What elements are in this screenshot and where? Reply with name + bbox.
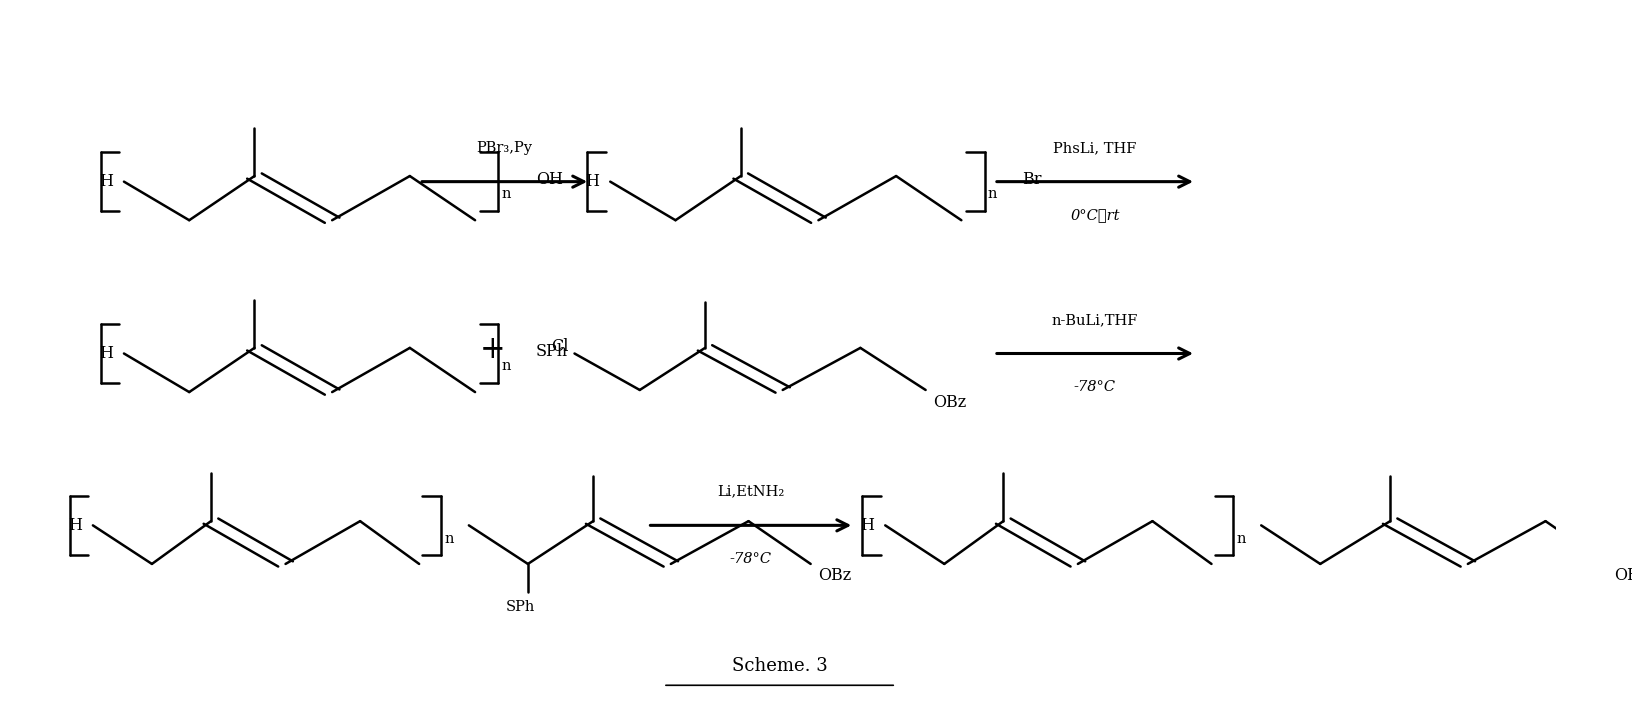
- Text: n: n: [1235, 532, 1245, 547]
- Text: OBz: OBz: [934, 395, 966, 411]
- Text: H: H: [584, 173, 599, 190]
- Text: OBz: OBz: [818, 568, 852, 585]
- Text: n-BuLi,THF: n-BuLi,THF: [1051, 312, 1138, 327]
- Text: H: H: [100, 173, 113, 190]
- Text: SPh: SPh: [506, 600, 535, 614]
- Text: 0°C～rt: 0°C～rt: [1069, 209, 1120, 222]
- Text: n: n: [501, 187, 511, 201]
- Text: OH: OH: [1612, 568, 1632, 585]
- Text: Cl: Cl: [550, 338, 568, 355]
- Text: Br: Br: [1022, 171, 1041, 188]
- Text: H: H: [69, 517, 82, 534]
- Text: SPh: SPh: [535, 343, 568, 360]
- Text: n: n: [987, 187, 997, 201]
- Text: n: n: [501, 359, 511, 373]
- Text: Scheme. 3: Scheme. 3: [731, 657, 827, 674]
- Text: Li,EtNH₂: Li,EtNH₂: [716, 485, 783, 498]
- Text: H: H: [100, 345, 113, 362]
- Text: OH: OH: [535, 171, 563, 188]
- Text: PBr₃,Py: PBr₃,Py: [477, 141, 532, 155]
- Text: -78°C: -78°C: [1074, 380, 1115, 395]
- Text: PhsLi, THF: PhsLi, THF: [1053, 141, 1136, 155]
- Text: -78°C: -78°C: [730, 552, 772, 566]
- Text: H: H: [860, 517, 873, 534]
- Text: n: n: [444, 532, 454, 547]
- Text: +: +: [480, 334, 504, 366]
